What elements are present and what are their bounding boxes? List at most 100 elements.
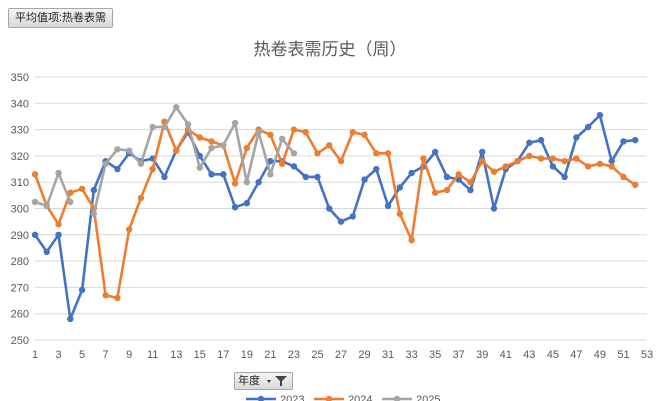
x-tick-label: 31 — [382, 349, 394, 361]
data-point-2024 — [608, 163, 615, 170]
data-point-2025 — [255, 129, 262, 136]
data-point-2024 — [31, 171, 39, 178]
data-point-2024 — [208, 138, 215, 145]
data-point-2024 — [302, 129, 309, 136]
x-tick-label: 1 — [32, 349, 38, 361]
y-tick-label: 330 — [11, 125, 29, 137]
data-point-2023 — [408, 169, 415, 177]
x-tick-label: 47 — [570, 349, 582, 361]
data-point-2024 — [114, 294, 121, 302]
data-point-2023 — [255, 179, 262, 186]
data-point-2025 — [243, 179, 251, 186]
data-point-2025 — [290, 150, 298, 157]
data-point-2023 — [490, 205, 498, 212]
data-point-2024 — [573, 155, 580, 162]
data-point-2024 — [243, 144, 251, 152]
data-point-2024 — [620, 173, 627, 181]
x-tick-label: 43 — [523, 349, 535, 361]
data-point-2023 — [302, 173, 309, 181]
data-point-2023 — [467, 186, 474, 194]
data-point-2024 — [408, 236, 415, 244]
legend-label: 2024 — [348, 394, 372, 401]
series-lines — [31, 104, 639, 323]
legend-marker-2024 — [325, 395, 333, 401]
data-point-2024 — [384, 150, 392, 157]
x-tick-label: 5 — [79, 349, 85, 361]
data-point-2023 — [632, 136, 639, 144]
data-point-2024 — [67, 189, 74, 196]
x-tick-label: 51 — [617, 349, 629, 361]
year-filter-button[interactable]: 年度 — [234, 372, 293, 390]
pivot-value-field-button[interactable]: 平均值项:热卷表需 — [8, 8, 114, 28]
data-point-2023 — [31, 231, 39, 238]
data-point-2023 — [161, 173, 168, 181]
x-tick-label: 11 — [147, 349, 158, 361]
x-tick-label: 17 — [217, 349, 229, 361]
data-point-2024 — [290, 126, 298, 133]
data-point-2023 — [90, 186, 98, 194]
data-point-2023 — [267, 157, 274, 165]
data-point-2025 — [173, 104, 180, 111]
data-point-2024 — [537, 155, 545, 162]
x-tick-label: 45 — [547, 349, 559, 361]
data-point-2024 — [443, 186, 451, 194]
data-point-2024 — [337, 157, 345, 165]
y-tick-label: 280 — [11, 256, 29, 268]
data-point-2024 — [267, 131, 274, 139]
data-point-2024 — [549, 155, 557, 162]
data-point-2023 — [349, 213, 356, 220]
data-point-2023 — [608, 157, 615, 165]
y-tick-label: 290 — [11, 230, 29, 242]
x-tick-label: 25 — [311, 349, 323, 361]
data-point-2023 — [231, 203, 239, 211]
data-point-2024 — [196, 134, 203, 141]
data-point-2023 — [396, 184, 404, 191]
data-point-2024 — [125, 226, 133, 233]
data-point-2023 — [326, 205, 333, 212]
x-tick-label: 3 — [55, 349, 61, 361]
y-tick-label: 340 — [11, 98, 29, 110]
data-point-2025 — [31, 198, 39, 206]
data-point-2023 — [243, 200, 251, 207]
x-tick-label: 53 — [641, 349, 653, 361]
y-tick-label: 310 — [11, 177, 29, 189]
data-point-2025 — [161, 123, 168, 131]
filter-dropdown-icon[interactable] — [266, 375, 288, 387]
y-tick-label: 260 — [11, 309, 29, 321]
data-point-2025 — [102, 160, 109, 167]
data-point-2023 — [431, 148, 439, 156]
data-point-2024 — [361, 131, 368, 139]
data-point-2025 — [43, 202, 50, 210]
data-point-2023 — [314, 173, 321, 181]
data-point-2025 — [231, 119, 239, 127]
x-tick-label: 13 — [170, 349, 182, 361]
data-point-2023 — [67, 315, 74, 323]
y-tick-label: 350 — [11, 72, 29, 84]
x-tick-label: 49 — [594, 349, 606, 361]
x-tick-label: 39 — [476, 349, 488, 361]
x-tick-label: 23 — [288, 349, 300, 361]
data-point-2023 — [373, 165, 380, 173]
data-point-2024 — [431, 189, 439, 196]
data-point-2024 — [584, 163, 592, 170]
x-tick-label: 19 — [241, 349, 253, 361]
data-point-2024 — [467, 179, 474, 186]
series-line-2024 — [33, 120, 636, 300]
data-point-2024 — [396, 210, 404, 217]
data-point-2023 — [443, 173, 451, 181]
data-point-2023 — [537, 136, 545, 144]
data-point-2024 — [455, 171, 462, 178]
data-point-2024 — [326, 142, 333, 149]
x-tick-label: 7 — [103, 349, 109, 361]
data-point-2024 — [137, 194, 145, 202]
data-point-2023 — [479, 148, 486, 156]
x-tick-label: 37 — [453, 349, 465, 361]
data-point-2024 — [596, 160, 604, 167]
year-filter-label: 年度 — [238, 375, 260, 387]
data-point-2023 — [78, 286, 86, 294]
data-point-2023 — [526, 139, 533, 146]
data-point-2024 — [502, 163, 509, 170]
data-point-2025 — [55, 169, 62, 177]
y-tick-label: 250 — [11, 335, 29, 347]
data-point-2024 — [278, 160, 286, 167]
